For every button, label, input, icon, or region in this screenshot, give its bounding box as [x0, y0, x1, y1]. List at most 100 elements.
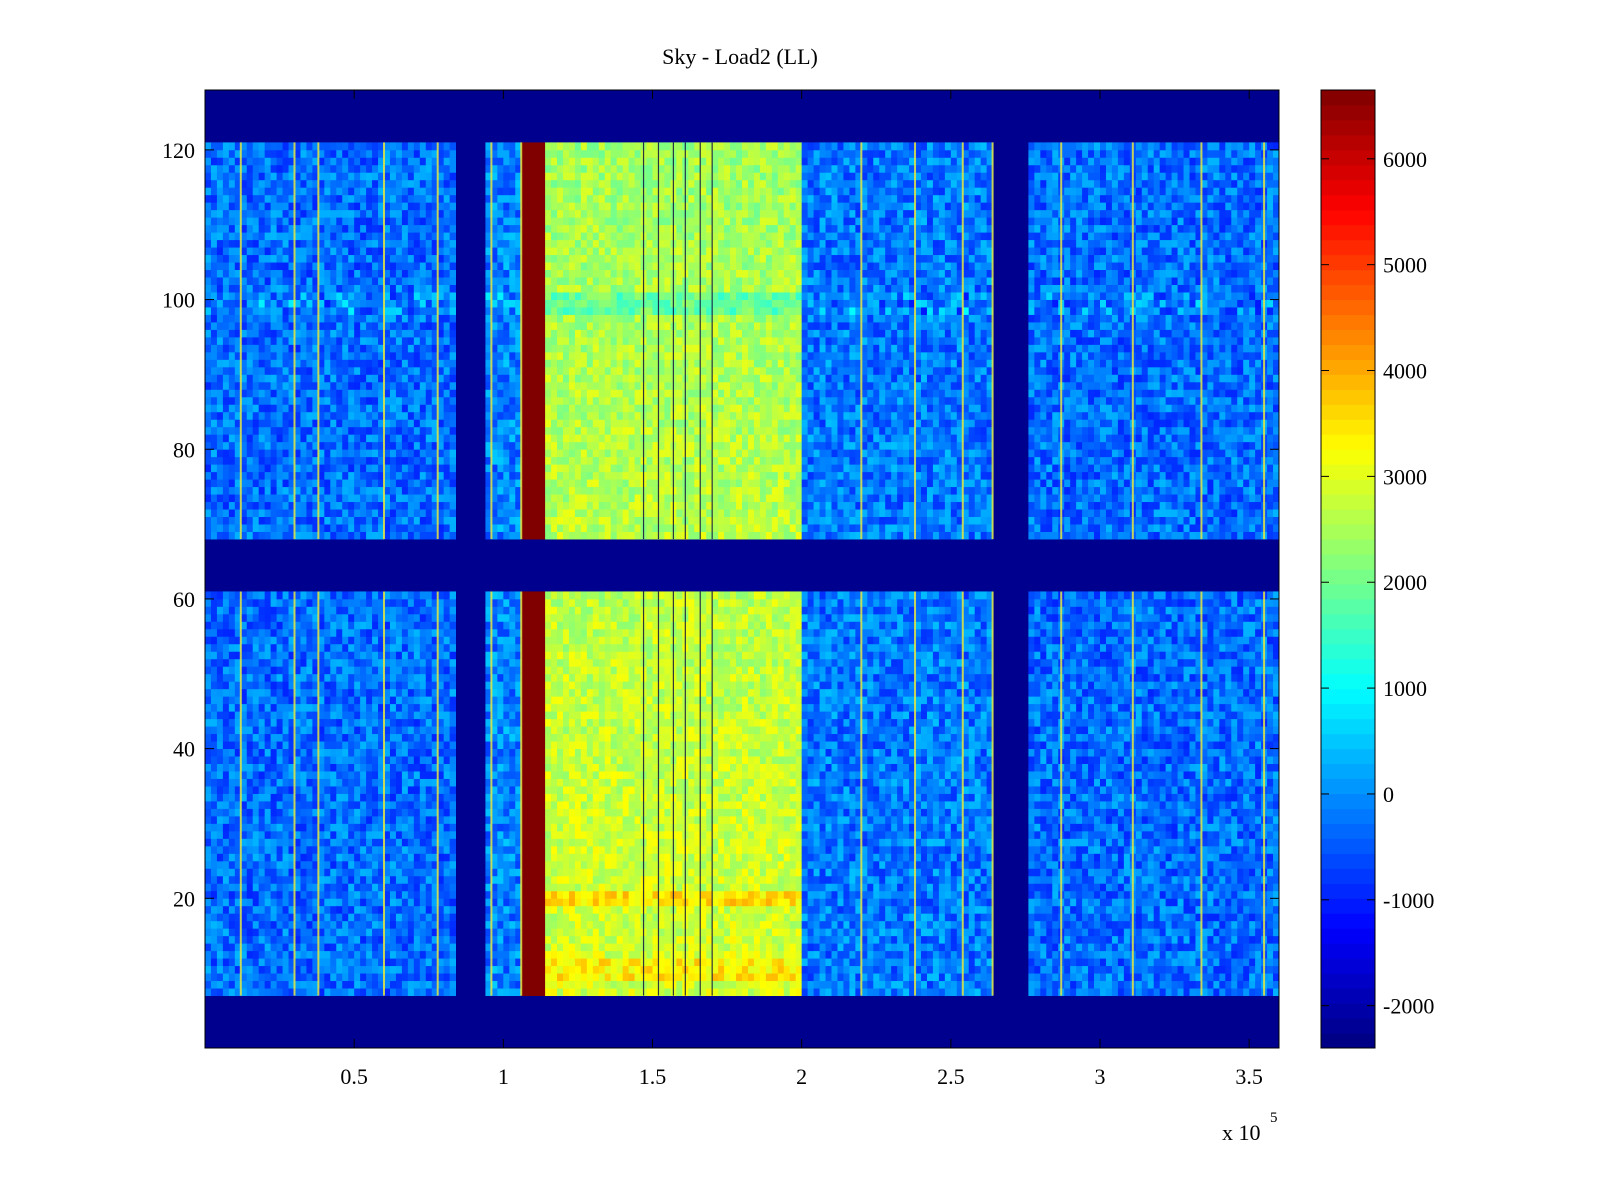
heatmap-cell	[419, 890, 427, 899]
heatmap-cell	[300, 965, 307, 974]
heatmap-cell	[264, 404, 272, 413]
heatmap-cell	[378, 524, 385, 532]
heatmap-cell	[491, 336, 498, 345]
heatmap-cell	[437, 875, 445, 884]
heatmap-cell	[372, 322, 379, 330]
heatmap-cell	[407, 269, 415, 278]
heatmap-cell	[222, 838, 230, 847]
heatmap-cell	[300, 299, 307, 308]
heatmap-cell	[431, 389, 439, 398]
heatmap-cell	[270, 449, 277, 458]
heatmap-cell	[342, 344, 349, 353]
heatmap-cell	[312, 703, 319, 712]
heatmap-cell	[318, 666, 325, 675]
heatmap-cell	[294, 441, 301, 450]
heatmap-cell	[336, 628, 343, 637]
heatmap-cell	[216, 801, 224, 809]
heatmap-cell	[270, 666, 277, 675]
heatmap-cell	[407, 591, 415, 600]
heatmap-cell	[443, 441, 451, 450]
heatmap-cell	[246, 875, 254, 884]
heatmap-cell	[300, 232, 307, 241]
heatmap-cell	[246, 509, 254, 518]
heatmap-cell	[258, 643, 266, 652]
heatmap-cell	[246, 464, 254, 473]
heatmap-cell	[240, 456, 248, 465]
heatmap-cell	[449, 808, 456, 817]
heatmap-cell	[306, 247, 313, 256]
heatmap-cell	[354, 426, 361, 435]
heatmap-cell	[419, 329, 427, 338]
heatmap-cell	[389, 718, 397, 727]
heatmap-cell	[222, 329, 230, 338]
heatmap-cell	[288, 666, 295, 675]
heatmap-cell	[372, 808, 379, 817]
heatmap-cell	[372, 718, 379, 727]
heatmap-cell	[425, 718, 433, 727]
heatmap-cell	[413, 606, 421, 615]
heatmap-cell	[270, 209, 277, 218]
heatmap-cell	[246, 307, 254, 315]
heatmap-cell	[491, 262, 498, 271]
heatmap-cell	[360, 224, 367, 233]
heatmap-cell	[270, 434, 277, 443]
heatmap-cell	[497, 501, 504, 510]
heatmap-cell	[419, 396, 427, 405]
heatmap-cell	[270, 808, 277, 817]
heatmap-cell	[401, 381, 409, 390]
heatmap-cell	[407, 247, 415, 256]
heatmap-cell	[354, 516, 361, 525]
heatmap-cell	[419, 875, 427, 884]
heatmap-cell	[485, 898, 492, 907]
heatmap-cell	[443, 666, 451, 675]
heatmap-cell	[234, 157, 242, 166]
heatmap-cell	[205, 471, 212, 480]
heatmap-cell	[306, 374, 313, 383]
heatmap-cell	[216, 815, 224, 824]
heatmap-cell	[384, 187, 391, 196]
heatmap-cell	[395, 613, 403, 622]
heatmap-cell	[354, 292, 361, 300]
heatmap-cell	[491, 965, 498, 974]
heatmap-cell	[282, 823, 289, 832]
heatmap-cell	[240, 733, 248, 742]
heatmap-cell	[228, 239, 236, 248]
heatmap-cell	[431, 441, 439, 450]
heatmap-cell	[228, 943, 236, 952]
heatmap-cell	[282, 419, 289, 428]
heatmap-cell	[336, 696, 343, 705]
heatmap-cell	[252, 164, 260, 173]
heatmap-cell	[288, 202, 295, 211]
heatmap-cell	[282, 808, 289, 817]
heatmap-cell	[228, 351, 236, 360]
heatmap-cell	[258, 658, 266, 667]
heatmap-cell	[205, 351, 212, 360]
heatmap-cell	[348, 434, 355, 443]
heatmap-cell	[342, 688, 349, 697]
heatmap-cell	[276, 179, 283, 188]
heatmap-cell	[288, 501, 295, 510]
heatmap-cell	[407, 456, 415, 465]
heatmap-cell	[246, 149, 254, 158]
heatmap-cell	[413, 292, 421, 300]
heatmap-cell	[234, 756, 242, 764]
heatmap-cell	[378, 351, 385, 360]
heatmap-cell	[205, 381, 212, 390]
heatmap-cell	[306, 793, 313, 802]
heatmap-cell	[425, 778, 433, 787]
heatmap-cell	[419, 239, 427, 248]
heatmap-cell	[419, 449, 427, 458]
heatmap-cell	[330, 187, 337, 196]
heatmap-cell	[336, 748, 343, 757]
heatmap-cell	[294, 943, 301, 952]
heatmap-cell	[395, 456, 403, 465]
heatmap-cell	[384, 636, 391, 645]
heatmap-cell	[276, 366, 283, 375]
heatmap-cell	[360, 187, 367, 196]
heatmap-cell	[312, 778, 319, 787]
heatmap-cell	[413, 284, 421, 293]
heatmap-cell	[503, 486, 510, 495]
heatmap-cell	[509, 958, 516, 967]
heatmap-cell	[228, 793, 236, 802]
heatmap-cell	[276, 830, 283, 839]
